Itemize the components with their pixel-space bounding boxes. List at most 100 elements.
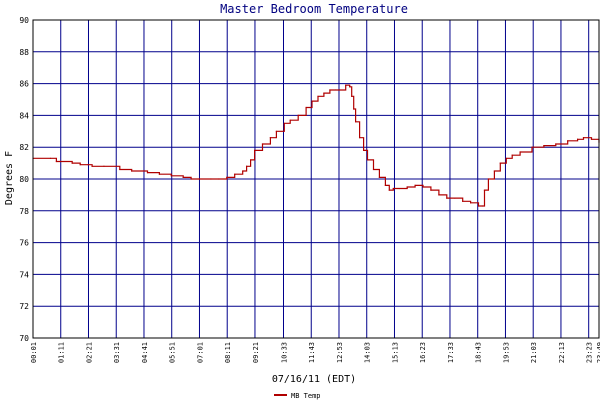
data-point bbox=[372, 168, 375, 171]
data-point bbox=[210, 178, 212, 180]
data-point bbox=[462, 200, 464, 202]
data-point bbox=[388, 189, 390, 191]
data-point bbox=[119, 168, 121, 171]
data-point bbox=[511, 154, 513, 156]
x-tick-label: 02:21 bbox=[85, 342, 93, 363]
data-point bbox=[250, 159, 252, 161]
plot-frame bbox=[32, 19, 600, 339]
x-tick-label: 03:31 bbox=[113, 342, 121, 363]
data-point bbox=[531, 146, 533, 148]
data-point bbox=[454, 197, 456, 199]
x-tick-label: 11:43 bbox=[308, 342, 316, 363]
data-point bbox=[366, 159, 369, 161]
data-point bbox=[555, 143, 557, 145]
data-point bbox=[469, 202, 472, 204]
y-tick-label: 80 bbox=[19, 175, 29, 184]
x-tick-label: 08:11 bbox=[224, 342, 232, 363]
legend: MB Temp bbox=[274, 392, 321, 400]
x-tick-label: 22:13 bbox=[558, 342, 566, 363]
data-point bbox=[246, 165, 248, 167]
y-tick-labels: 70 72 74 76 78 80 82 84 86 88 90 bbox=[19, 16, 29, 343]
data-point bbox=[190, 178, 192, 180]
data-point bbox=[103, 165, 105, 167]
x-tick-label: 18:43 bbox=[475, 342, 483, 363]
data-point bbox=[329, 89, 331, 91]
data-point bbox=[269, 137, 272, 139]
data-point bbox=[567, 140, 569, 142]
data-point bbox=[487, 178, 490, 180]
x-tick-label: 23:49 bbox=[596, 342, 600, 363]
y-tick-label: 78 bbox=[19, 207, 29, 216]
data-point bbox=[158, 173, 161, 175]
x-tick-label: 04:41 bbox=[141, 342, 149, 363]
data-point bbox=[406, 186, 408, 188]
data-point bbox=[253, 149, 256, 151]
y-tick-label: 72 bbox=[19, 302, 29, 311]
data-point bbox=[131, 170, 133, 172]
data-point bbox=[477, 205, 480, 207]
x-axis-label: 07/16/11 (EDT) bbox=[272, 374, 356, 385]
y-tick-label: 86 bbox=[19, 80, 29, 89]
data-point bbox=[55, 160, 57, 163]
data-point bbox=[358, 137, 361, 139]
data-point bbox=[493, 170, 495, 172]
data-point bbox=[446, 197, 448, 199]
y-axis-label: Degrees F bbox=[4, 151, 15, 205]
x-tick-label: 14:03 bbox=[364, 342, 372, 363]
data-point bbox=[261, 143, 264, 145]
data-point bbox=[311, 100, 313, 102]
data-point bbox=[323, 92, 325, 94]
data-point bbox=[430, 189, 432, 191]
y-tick-label: 70 bbox=[19, 334, 29, 343]
data-point bbox=[505, 157, 507, 159]
data-point bbox=[182, 176, 184, 179]
data-point bbox=[422, 186, 424, 188]
data-point bbox=[398, 187, 400, 190]
x-tick-label: 00:01 bbox=[30, 342, 38, 363]
y-tick-label: 76 bbox=[19, 239, 29, 248]
x-tick-label: 05:51 bbox=[169, 342, 177, 363]
data-point bbox=[242, 170, 244, 172]
data-point bbox=[335, 89, 337, 91]
x-tick-label: 01:11 bbox=[58, 342, 66, 363]
data-point bbox=[339, 89, 341, 91]
x-tick-label: 09:21 bbox=[252, 342, 260, 363]
data-point bbox=[362, 149, 365, 151]
data-point bbox=[234, 173, 236, 175]
x-tick-label: 10:33 bbox=[280, 342, 288, 363]
x-tick-label: 21:03 bbox=[530, 342, 538, 363]
data-point bbox=[305, 106, 307, 109]
x-tick-label: 07:01 bbox=[196, 342, 204, 363]
x-tick-label: 17:33 bbox=[447, 342, 455, 363]
series-line-0 bbox=[33, 84, 600, 207]
data-point bbox=[483, 189, 486, 191]
data-point bbox=[353, 108, 355, 110]
data-point bbox=[414, 184, 416, 186]
x-tick-labels: 00:01 01:11 02:21 03:31 04:41 05:51 07:01 08:11… bbox=[30, 342, 600, 363]
data-point bbox=[170, 175, 172, 177]
data-point bbox=[283, 122, 285, 124]
y-tick-label: 84 bbox=[19, 111, 29, 120]
data-point bbox=[317, 95, 319, 97]
x-tick-label: 15:13 bbox=[391, 342, 399, 363]
data-point bbox=[345, 84, 347, 86]
data-point bbox=[275, 130, 277, 132]
x-tick-label: 12:53 bbox=[336, 342, 344, 363]
x-tick-label: 19:53 bbox=[502, 342, 510, 363]
legend-label: MB Temp bbox=[291, 392, 321, 400]
data-point bbox=[392, 187, 394, 190]
data-point bbox=[49, 157, 52, 159]
data-point bbox=[146, 172, 149, 174]
data-point bbox=[297, 114, 299, 116]
data-point bbox=[582, 137, 585, 139]
data-point bbox=[499, 162, 501, 164]
data-point bbox=[218, 178, 220, 180]
y-tick-label: 88 bbox=[19, 48, 29, 57]
data-point bbox=[590, 138, 593, 140]
data-point bbox=[226, 176, 228, 179]
y-tick-label: 74 bbox=[19, 270, 29, 279]
data-point bbox=[576, 138, 579, 140]
series-layer bbox=[32, 84, 600, 207]
